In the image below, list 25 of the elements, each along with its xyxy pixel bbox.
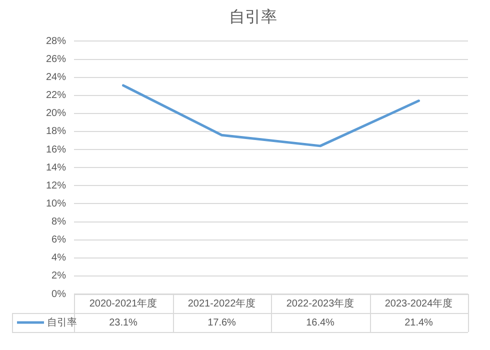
- y-tick-label: 20%: [46, 108, 66, 120]
- legend-label: 自引率: [47, 316, 77, 328]
- y-tick-label: 4%: [52, 252, 66, 264]
- x-tick-label: 2022-2023年度: [286, 297, 354, 310]
- data-label: 16.4%: [306, 317, 335, 328]
- x-tick-label: 2020-2021年度: [89, 297, 158, 310]
- y-tick-label: 22%: [46, 90, 66, 102]
- x-tick-label: 2021-2022年度: [188, 297, 256, 310]
- y-tick-label: 28%: [46, 36, 66, 47]
- data-label: 17.6%: [208, 317, 236, 328]
- x-tick-label: 2023-2024年度: [384, 297, 453, 310]
- y-tick-label: 26%: [46, 54, 66, 66]
- data-label: 21.4%: [404, 317, 434, 328]
- y-tick-label: 0%: [52, 288, 66, 300]
- y-tick-label: 16%: [46, 144, 66, 156]
- y-tick-label: 14%: [46, 162, 66, 174]
- y-tick-label: 18%: [46, 126, 66, 138]
- y-tick-label: 24%: [46, 72, 66, 84]
- y-tick-label: 2%: [52, 270, 66, 282]
- chart-title: 自引率: [229, 8, 277, 26]
- y-tick-label: 8%: [52, 216, 66, 228]
- y-tick-label: 10%: [46, 198, 66, 210]
- y-tick-label: 6%: [52, 234, 66, 246]
- data-label: 23.1%: [109, 317, 138, 328]
- y-tick-label: 12%: [46, 180, 66, 192]
